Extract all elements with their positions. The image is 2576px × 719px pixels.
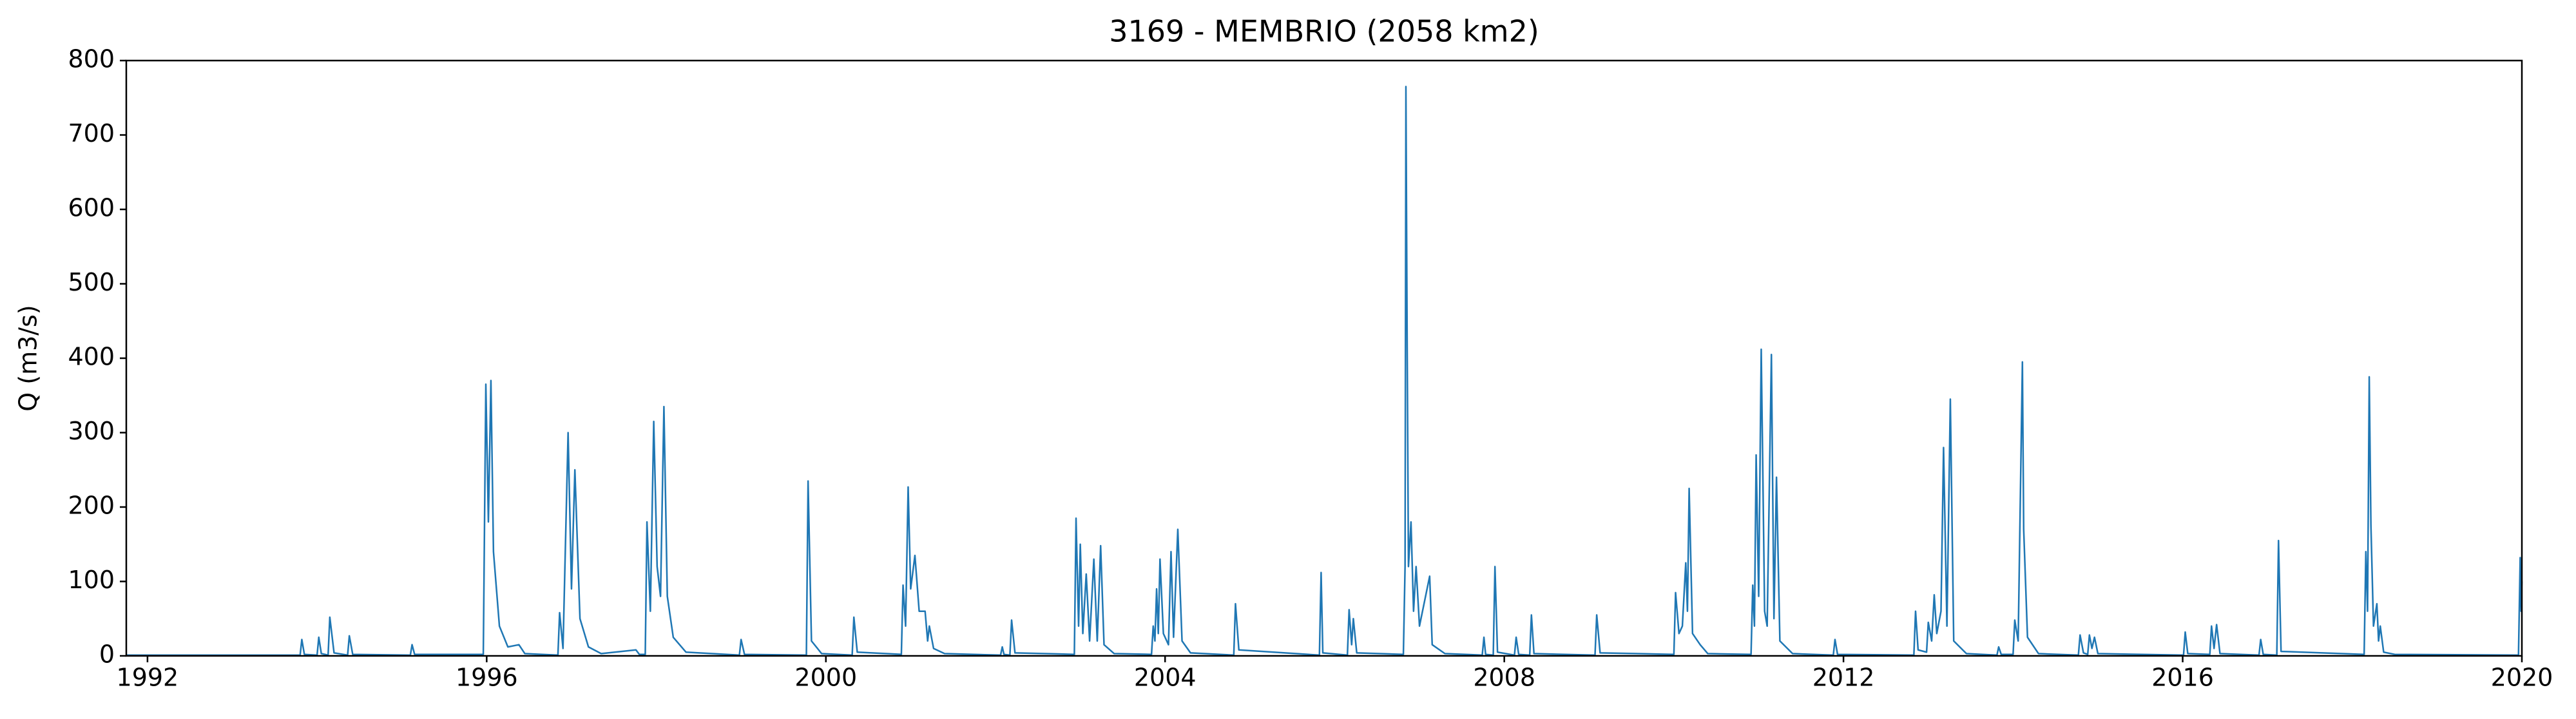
y-tick-label: 700 bbox=[68, 119, 115, 148]
chart-title: 3169 - MEMBRIO (2058 km2) bbox=[1109, 14, 1539, 49]
y-tick-label: 500 bbox=[68, 268, 115, 296]
y-tick-label: 800 bbox=[68, 45, 115, 73]
y-tick-label: 300 bbox=[68, 417, 115, 445]
x-tick-label: 2004 bbox=[1134, 664, 1197, 692]
x-tick-label: 1996 bbox=[456, 664, 518, 692]
y-tick-label: 0 bbox=[99, 640, 115, 669]
y-tick-label: 600 bbox=[68, 194, 115, 222]
x-tick-label: 2012 bbox=[1812, 664, 1875, 692]
y-tick-label: 100 bbox=[68, 566, 115, 594]
x-tick-label: 2020 bbox=[2491, 664, 2553, 692]
plot-area bbox=[126, 86, 2523, 657]
x-tick-label: 2000 bbox=[794, 664, 857, 692]
y-tick-label: 200 bbox=[68, 492, 115, 520]
y-tick-label: 400 bbox=[68, 343, 115, 371]
x-tick-label: 2008 bbox=[1473, 664, 1535, 692]
x-tick-label: 1992 bbox=[117, 664, 179, 692]
axes-frame bbox=[125, 59, 2523, 657]
x-tick-label: 2016 bbox=[2151, 664, 2214, 692]
flow-line bbox=[126, 86, 2523, 657]
y-axis-label: Q (m3/s) bbox=[14, 305, 43, 411]
